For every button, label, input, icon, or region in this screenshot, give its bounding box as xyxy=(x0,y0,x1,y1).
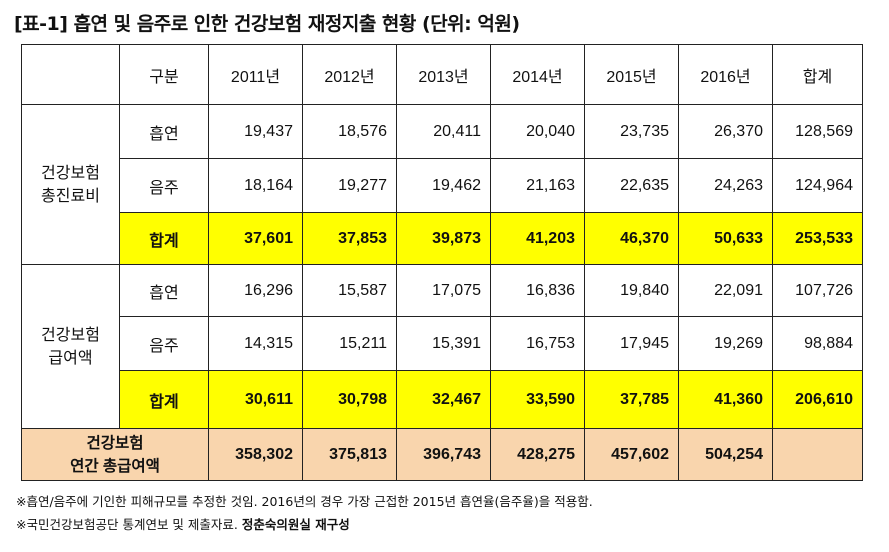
table-cell: 33,590 xyxy=(490,370,585,429)
header-cell: 2015년 xyxy=(584,44,679,105)
table-cell: 46,370 xyxy=(584,212,679,265)
table-cell: 41,360 xyxy=(678,370,773,429)
table-cell xyxy=(772,428,863,481)
table-cell: 22,091 xyxy=(678,264,773,317)
table-cell: 19,437 xyxy=(208,104,303,159)
table-cell: 17,945 xyxy=(584,316,679,371)
table-title: [표-1] 흡연 및 음주로 인한 건강보험 재정지출 현황 (단위: 억원) xyxy=(14,13,520,35)
footnote-1: ※흡연/음주에 기인한 피해규모를 추정한 것임. 2016년의 경우 가장 근… xyxy=(16,494,593,509)
table-cell: 15,391 xyxy=(396,316,491,371)
footnote-2-credit: 정춘숙의원실 재구성 xyxy=(241,517,350,532)
table-cell: 19,840 xyxy=(584,264,679,317)
table-cell: 98,884 xyxy=(772,316,863,371)
footnote-2-text: ※국민건강보험공단 통계연보 및 제출자료. xyxy=(16,517,242,532)
table-cell: 206,610 xyxy=(772,370,863,429)
header-cell: 구분 xyxy=(119,44,209,105)
header-cell: 2016년 xyxy=(678,44,773,105)
header-cell: 2014년 xyxy=(490,44,585,105)
total-label: 건강보험 연간 총급여액 xyxy=(21,428,209,481)
row-label: 음주 xyxy=(119,158,209,213)
health-insurance-expenditure-table: 구분 2011년 2012년 2013년 2014년 2015년 2016년 합… xyxy=(21,44,863,481)
table-cell: 30,611 xyxy=(208,370,303,429)
table-cell: 253,533 xyxy=(772,212,863,265)
footnote-2: ※국민건강보험공단 통계연보 및 제출자료. 정춘숙의원실 재구성 xyxy=(16,514,350,533)
table-cell: 15,211 xyxy=(302,316,397,371)
table-cell: 32,467 xyxy=(396,370,491,429)
header-cell: 합계 xyxy=(772,44,863,105)
row-label: 합계 xyxy=(119,370,209,429)
table-cell: 20,040 xyxy=(490,104,585,159)
header-cell: 2011년 xyxy=(208,44,303,105)
header-cell: 2012년 xyxy=(302,44,397,105)
table-cell: 18,164 xyxy=(208,158,303,213)
row-label: 흡연 xyxy=(119,264,209,317)
table-cell: 17,075 xyxy=(396,264,491,317)
table-cell: 22,635 xyxy=(584,158,679,213)
table-row: 건강보험 급여액 흡연 16,296 15,587 17,075 16,836 1… xyxy=(21,264,863,429)
table-cell: 26,370 xyxy=(678,104,773,159)
row-label: 합계 xyxy=(119,212,209,265)
table-cell: 18,576 xyxy=(302,104,397,159)
table-cell: 19,269 xyxy=(678,316,773,371)
subtotal-row: 합계 30,611 30,798 32,467 33,590 37,785 41… xyxy=(22,370,863,429)
table-cell: 428,275 xyxy=(490,428,585,481)
table-cell: 16,296 xyxy=(208,264,303,317)
header-cell xyxy=(21,44,120,105)
table-cell: 23,735 xyxy=(584,104,679,159)
table-cell: 41,203 xyxy=(490,212,585,265)
table-cell: 50,633 xyxy=(678,212,773,265)
header-cell: 2013년 xyxy=(396,44,491,105)
header-row: 구분 2011년 2012년 2013년 2014년 2015년 2016년 합… xyxy=(21,44,863,105)
table-row: 음주 14,315 15,211 15,391 16,753 17,945 19… xyxy=(22,316,863,371)
row-label: 흡연 xyxy=(119,104,209,159)
subtotal-row: 합계 37,601 37,853 39,873 41,203 46,370 50… xyxy=(22,212,863,265)
table-cell: 128,569 xyxy=(772,104,863,159)
table-cell: 358,302 xyxy=(208,428,303,481)
table-cell: 19,462 xyxy=(396,158,491,213)
table-cell: 37,785 xyxy=(584,370,679,429)
table-cell: 124,964 xyxy=(772,158,863,213)
table-cell: 16,836 xyxy=(490,264,585,317)
table-cell: 107,726 xyxy=(772,264,863,317)
table-cell: 457,602 xyxy=(584,428,679,481)
table-cell: 30,798 xyxy=(302,370,397,429)
table-cell: 24,263 xyxy=(678,158,773,213)
table-cell: 14,315 xyxy=(208,316,303,371)
table-cell: 16,753 xyxy=(490,316,585,371)
table-cell: 15,587 xyxy=(302,264,397,317)
row-label: 음주 xyxy=(119,316,209,371)
table-cell: 39,873 xyxy=(396,212,491,265)
category-label: 건강보험 총진료비 xyxy=(21,104,120,265)
category-label: 건강보험 급여액 xyxy=(21,264,120,429)
table-row: 음주 18,164 19,277 19,462 21,163 22,635 24… xyxy=(22,158,863,213)
table-cell: 21,163 xyxy=(490,158,585,213)
table-cell: 37,601 xyxy=(208,212,303,265)
table-cell: 504,254 xyxy=(678,428,773,481)
table-cell: 375,813 xyxy=(302,428,397,481)
table-row: 건강보험 총진료비 흡연 19,437 18,576 20,411 20,040 … xyxy=(21,104,863,265)
table-cell: 20,411 xyxy=(396,104,491,159)
table-cell: 19,277 xyxy=(302,158,397,213)
total-row: 건강보험 연간 총급여액 358,302 375,813 396,743 428,… xyxy=(21,428,863,481)
table-cell: 37,853 xyxy=(302,212,397,265)
table-cell: 396,743 xyxy=(396,428,491,481)
